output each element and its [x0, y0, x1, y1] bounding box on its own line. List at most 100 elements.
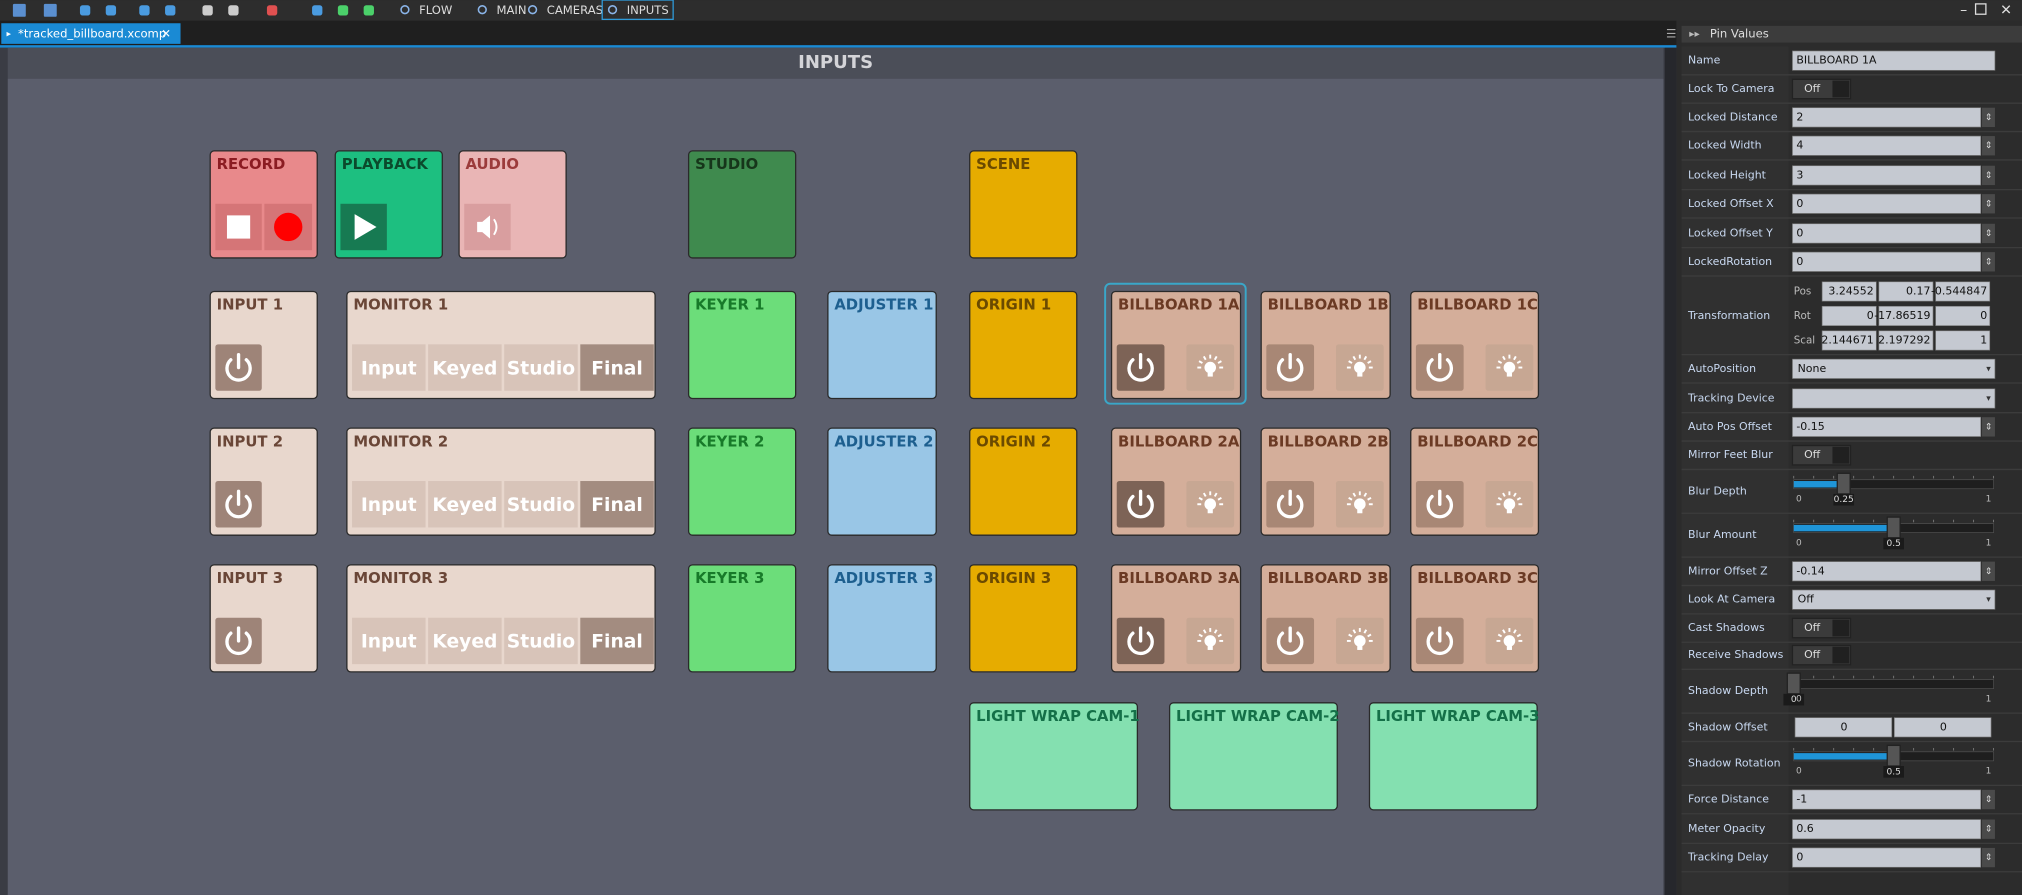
toolbar-icon[interactable]	[363, 5, 374, 16]
transform-field[interactable]	[1878, 330, 1934, 351]
value-field[interactable]	[1792, 561, 1982, 582]
tab-close[interactable]: ✕	[161, 27, 171, 41]
tile[interactable]	[969, 427, 1078, 536]
monitor-button[interactable]	[352, 344, 426, 391]
transform-field[interactable]	[1935, 281, 1991, 302]
slider-track[interactable]	[1793, 679, 1994, 689]
monitor-button[interactable]	[352, 617, 426, 665]
transform-field[interactable]	[1878, 305, 1934, 326]
property-label: Blur Depth	[1688, 484, 1747, 497]
view-tab[interactable]: CAMERAS	[547, 3, 603, 17]
tile[interactable]	[1368, 702, 1538, 811]
toolbar-icon[interactable]	[312, 5, 323, 16]
window-close[interactable]: ✕	[2000, 2, 2012, 18]
spin-button[interactable]	[1982, 417, 1995, 437]
tile[interactable]	[827, 564, 937, 673]
toolbar-icon[interactable]	[165, 5, 176, 16]
toolbar-icon[interactable]	[228, 5, 239, 16]
value-field[interactable]	[1792, 50, 1996, 71]
transform-field[interactable]	[1821, 305, 1877, 326]
window-max[interactable]	[1974, 3, 1987, 15]
toolbar-icon[interactable]	[139, 5, 150, 16]
value-field[interactable]	[1792, 107, 1982, 128]
transform-field[interactable]	[1878, 281, 1934, 302]
tile[interactable]	[969, 290, 1078, 400]
tile[interactable]	[1168, 702, 1338, 811]
vector-field[interactable]	[1794, 717, 1893, 738]
view-tab-icon[interactable]	[527, 5, 538, 15]
monitor-button[interactable]	[580, 617, 654, 665]
tile[interactable]	[827, 427, 937, 536]
tile[interactable]	[969, 564, 1078, 673]
slider-handle[interactable]	[1836, 472, 1851, 495]
view-tab-icon[interactable]	[477, 5, 487, 15]
value-field[interactable]	[1792, 819, 1982, 840]
monitor-button[interactable]	[580, 481, 654, 528]
monitor-button[interactable]	[428, 481, 502, 528]
tile[interactable]	[969, 150, 1078, 259]
view-tab-icon[interactable]	[607, 5, 618, 15]
tile[interactable]	[687, 564, 797, 673]
monitor-button[interactable]	[352, 481, 426, 528]
spin-button[interactable]	[1982, 136, 1995, 156]
slider-handle[interactable]	[1886, 744, 1901, 767]
monitor-button[interactable]	[504, 481, 578, 528]
monitor-button[interactable]	[428, 344, 502, 391]
menu-icon[interactable]: ☰	[1666, 27, 1676, 41]
toolbar-icon[interactable]	[202, 5, 213, 16]
spin-button[interactable]	[1982, 847, 1995, 868]
tile[interactable]	[969, 702, 1139, 811]
spin-button[interactable]	[1982, 107, 1995, 128]
toolbar-icon[interactable]	[337, 5, 349, 16]
dropdown[interactable]	[1792, 358, 1996, 379]
monitor-button[interactable]	[504, 344, 578, 391]
tile[interactable]	[687, 427, 797, 536]
window-min[interactable]: –	[1960, 2, 1967, 18]
transform-field[interactable]	[1935, 330, 1991, 351]
value-field[interactable]	[1792, 165, 1982, 186]
monitor-button[interactable]	[428, 617, 502, 665]
spin-button[interactable]	[1982, 819, 1995, 839]
document-tab[interactable]	[1, 23, 181, 44]
spin-button[interactable]	[1982, 223, 1995, 244]
spin-button[interactable]	[1982, 194, 1995, 214]
spin-button[interactable]	[1982, 789, 1995, 810]
slider-handle[interactable]	[1786, 672, 1801, 695]
toolbar-icon[interactable]	[105, 5, 117, 16]
toolbar-icon[interactable]	[79, 5, 91, 16]
tile-label: BILLBOARD 3B	[1268, 570, 1389, 587]
value-field[interactable]	[1792, 135, 1982, 156]
dropdown[interactable]	[1792, 589, 1996, 610]
toolbar-icon[interactable]	[12, 3, 26, 17]
view-tab[interactable]: INPUTS	[627, 3, 669, 17]
tile[interactable]	[687, 150, 797, 259]
transform-field[interactable]	[1935, 305, 1991, 326]
dropdown[interactable]	[1792, 388, 1996, 409]
value-field[interactable]	[1792, 416, 1982, 437]
transform-field[interactable]	[1821, 281, 1877, 302]
light-ray	[1213, 355, 1218, 361]
monitor-button[interactable]	[504, 617, 578, 665]
light-ray	[1513, 355, 1517, 361]
spin-button[interactable]	[1982, 561, 1995, 581]
value-field[interactable]	[1792, 251, 1982, 272]
value-field[interactable]	[1792, 847, 1982, 868]
view-tab[interactable]: FLOW	[419, 3, 453, 17]
play-icon	[354, 214, 377, 240]
tile[interactable]	[827, 290, 937, 400]
value-field[interactable]	[1792, 223, 1982, 244]
spin-button[interactable]	[1982, 252, 1995, 272]
spin-button[interactable]	[1982, 165, 1995, 186]
toolbar-icon[interactable]	[266, 5, 278, 16]
value-field[interactable]	[1792, 193, 1982, 214]
transform-field[interactable]	[1821, 330, 1877, 351]
active-view-tab[interactable]	[601, 0, 674, 21]
tile[interactable]	[687, 290, 797, 400]
monitor-button[interactable]	[580, 344, 654, 391]
slider-handle[interactable]	[1886, 516, 1901, 539]
value-field[interactable]	[1792, 789, 1982, 810]
view-tab[interactable]: MAIN	[496, 3, 526, 17]
toolbar-icon[interactable]	[43, 3, 57, 17]
vector-field[interactable]	[1894, 717, 1992, 738]
view-tab-icon[interactable]	[400, 5, 410, 15]
